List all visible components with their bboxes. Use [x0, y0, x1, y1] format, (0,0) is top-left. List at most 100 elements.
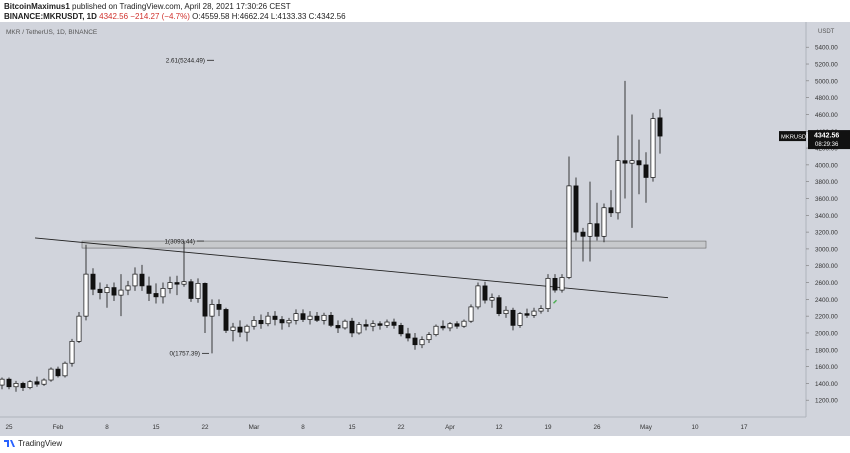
time-scale[interactable] — [0, 417, 850, 436]
candle-up — [167, 282, 173, 289]
symbol-tag — [779, 131, 806, 142]
fib-level-label: 0(1757.39) — [170, 351, 200, 358]
x-tick-label: 10 — [691, 424, 699, 431]
y-tick-label: 5200.00 — [815, 62, 838, 69]
y-tick-label: 3200.00 — [815, 230, 838, 237]
x-tick-label: 15 — [152, 424, 160, 431]
candle-up — [650, 118, 656, 178]
candle-up — [566, 185, 572, 278]
current-price: 4342.56 — [99, 12, 129, 21]
fib-level-label: 2.61(5244.49) — [166, 57, 205, 64]
candle-up — [195, 283, 201, 299]
candle-up — [356, 324, 362, 334]
resistance-zone[interactable] — [81, 240, 707, 249]
currency-label: USDT — [818, 29, 835, 35]
x-tick-label: Mar — [249, 424, 260, 431]
candle-down — [258, 320, 264, 325]
candle-up — [503, 309, 509, 314]
candle-up — [41, 379, 47, 385]
candle-down — [223, 309, 229, 331]
candle-up — [615, 160, 621, 214]
candle-up — [0, 378, 5, 386]
candle-down — [188, 281, 194, 299]
y-tick-label: 1200.00 — [815, 398, 838, 405]
candle-up — [517, 313, 523, 326]
candle-down — [412, 337, 418, 346]
y-tick-label: 2200.00 — [815, 314, 838, 321]
candle-down — [146, 285, 152, 294]
candle-down — [580, 231, 586, 237]
y-tick-label: 4000.00 — [815, 162, 838, 169]
candle-down — [272, 315, 278, 320]
x-tick-label: 8 — [301, 424, 305, 431]
candle-down — [524, 313, 530, 316]
candle-down — [636, 160, 642, 166]
candle-down — [55, 368, 61, 377]
candle-up — [293, 313, 299, 321]
x-tick-label: 25 — [5, 424, 13, 431]
candle-up — [426, 334, 432, 341]
y-tick-label: 3600.00 — [815, 196, 838, 203]
candle-down — [111, 287, 117, 296]
plot-area[interactable] — [0, 22, 806, 417]
x-tick-label: 19 — [544, 424, 552, 431]
candle-down — [643, 164, 649, 178]
candle-down — [594, 223, 600, 237]
candle-up — [531, 310, 537, 316]
x-tick-label: Feb — [53, 424, 64, 431]
candle-up — [83, 273, 89, 317]
candle-down — [139, 273, 145, 287]
x-tick-label: 22 — [201, 424, 209, 431]
countdown-text: 08:29:36 — [815, 142, 839, 148]
x-tick-label: 17 — [740, 424, 748, 431]
candle-down — [90, 273, 96, 290]
candle-up — [447, 323, 453, 329]
candle-up — [461, 320, 467, 327]
candle-down — [405, 333, 411, 339]
candle-down — [279, 319, 285, 324]
candle-down — [363, 324, 369, 327]
candle-up — [307, 315, 313, 320]
candle-up — [48, 368, 54, 381]
breakout-marker — [553, 299, 557, 304]
candle-down — [237, 326, 243, 333]
candle-down — [34, 381, 40, 385]
candle-down — [657, 117, 663, 137]
candle-up — [342, 320, 348, 329]
author-name[interactable]: BitcoinMaximus1 — [4, 2, 70, 11]
candle-up — [559, 277, 565, 291]
candle-up — [384, 321, 390, 326]
price-scale[interactable] — [806, 22, 850, 417]
y-tick-label: 2600.00 — [815, 280, 838, 287]
candle-down — [314, 315, 320, 321]
symbol-info: BINANCE:MKRUSDT, 1D 4342.56 −214.27 (−4.… — [4, 12, 346, 21]
candle-down — [6, 378, 12, 388]
candle-up — [62, 362, 68, 377]
x-tick-label: 15 — [348, 424, 356, 431]
candle-up — [545, 277, 551, 309]
y-tick-label: 1600.00 — [815, 364, 838, 371]
candle-up — [132, 273, 138, 287]
candle-up — [244, 325, 250, 333]
tradingview-logo[interactable]: TradingView — [4, 439, 62, 448]
candle-up — [181, 281, 187, 285]
publish-info: BitcoinMaximus1 published on TradingView… — [4, 2, 291, 11]
y-tick-label: 1400.00 — [815, 381, 838, 388]
x-tick-label: 26 — [593, 424, 601, 431]
candle-up — [587, 223, 593, 237]
candle-down — [153, 293, 159, 298]
candle-up — [13, 383, 19, 388]
candle-down — [300, 313, 306, 320]
brand-name: TradingView — [18, 439, 63, 448]
y-tick-label: 2400.00 — [815, 297, 838, 304]
y-tick-label: 5400.00 — [815, 45, 838, 52]
candle-up — [370, 323, 376, 327]
price-change: −214.27 (−4.7%) — [130, 12, 190, 21]
candle-down — [216, 304, 222, 310]
tradingview-icon — [4, 440, 15, 448]
candle-up — [489, 297, 495, 301]
candle-up — [468, 306, 474, 322]
candle-up — [118, 289, 124, 296]
y-tick-label: 2000.00 — [815, 330, 838, 337]
